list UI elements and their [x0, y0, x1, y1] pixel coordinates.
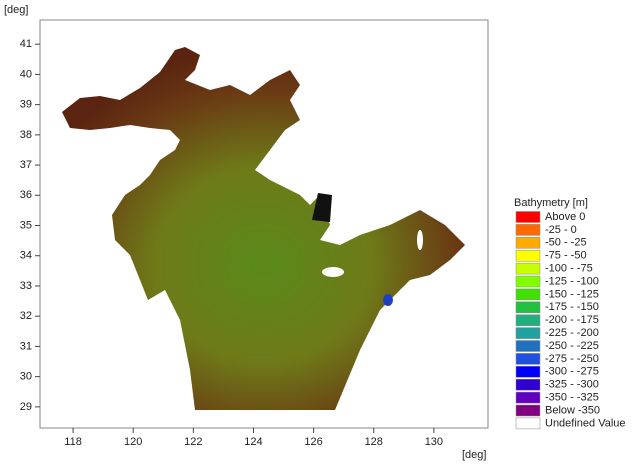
legend-label: Undefined Value [545, 417, 626, 429]
island [417, 230, 423, 250]
legend-label: -300 - -275 [545, 366, 599, 378]
x-tick-label: 126 [304, 436, 322, 448]
deep-area [383, 294, 393, 306]
x-tick-label: 130 [425, 436, 443, 448]
legend-swatch [516, 328, 540, 339]
y-tick-label: 36 [20, 189, 32, 201]
x-unit: [deg] [462, 449, 486, 461]
y-tick-label: 38 [20, 129, 32, 141]
legend-swatch [516, 341, 540, 352]
y-tick-label: 35 [20, 219, 32, 231]
legend-label: -225 - -200 [545, 327, 599, 339]
legend-title: Bathymetry [m] [514, 197, 588, 209]
legend-swatch [516, 224, 540, 235]
x-tick-label: 122 [184, 436, 202, 448]
x-tick-label: 120 [124, 436, 142, 448]
y-tick-label: 39 [20, 99, 32, 111]
legend-swatch [516, 302, 540, 313]
legend-swatch [516, 379, 540, 390]
legend-label: -275 - -250 [545, 353, 599, 365]
legend-label: -100 - -75 [545, 263, 593, 275]
y-tick-label: 31 [20, 340, 32, 352]
legend-label: -25 - 0 [545, 224, 577, 236]
y-tick-label: 40 [20, 68, 32, 80]
legend-label: -200 - -175 [545, 314, 599, 326]
legend-label: -75 - -50 [545, 250, 587, 262]
legend-swatch [516, 237, 540, 248]
y-tick-label: 34 [20, 250, 32, 262]
y-tick-label: 32 [20, 310, 32, 322]
legend-swatch [516, 353, 540, 364]
legend-label: -325 - -300 [545, 379, 599, 391]
y-tick-label: 37 [20, 159, 32, 171]
legend-swatch [516, 276, 540, 287]
x-tick-label: 128 [365, 436, 383, 448]
legend-label: -350 - -325 [545, 392, 599, 404]
legend-swatch [516, 250, 540, 261]
y-tick-label: 29 [20, 401, 32, 413]
legend-label: -125 - -100 [545, 275, 599, 287]
y-unit: [deg] [4, 4, 28, 16]
legend-swatch [516, 405, 540, 416]
legend-swatch [516, 366, 540, 377]
y-tick-label: 41 [20, 38, 32, 50]
legend-swatch [516, 392, 540, 403]
y-tick-label: 33 [20, 280, 32, 292]
legend-swatch [516, 212, 540, 223]
x-tick-label: 124 [244, 436, 262, 448]
legend-label: -250 - -225 [545, 340, 599, 352]
legend-swatch [516, 418, 540, 429]
legend-label: -175 - -150 [545, 301, 599, 313]
legend-swatch [516, 263, 540, 274]
map-view: [deg] [deg] 118 120 122 124 126 128 130 29 30 31 3… [0, 0, 633, 464]
x-tick-label: 118 [64, 436, 82, 448]
island [322, 267, 344, 277]
legend-label: Above 0 [545, 211, 585, 223]
legend-label: -150 - -125 [545, 288, 599, 300]
legend-swatch [516, 289, 540, 300]
legend-label: -50 - -25 [545, 237, 587, 249]
legend-swatch [516, 315, 540, 326]
legend-label: Below -350 [545, 404, 600, 416]
y-tick-label: 30 [20, 371, 32, 383]
